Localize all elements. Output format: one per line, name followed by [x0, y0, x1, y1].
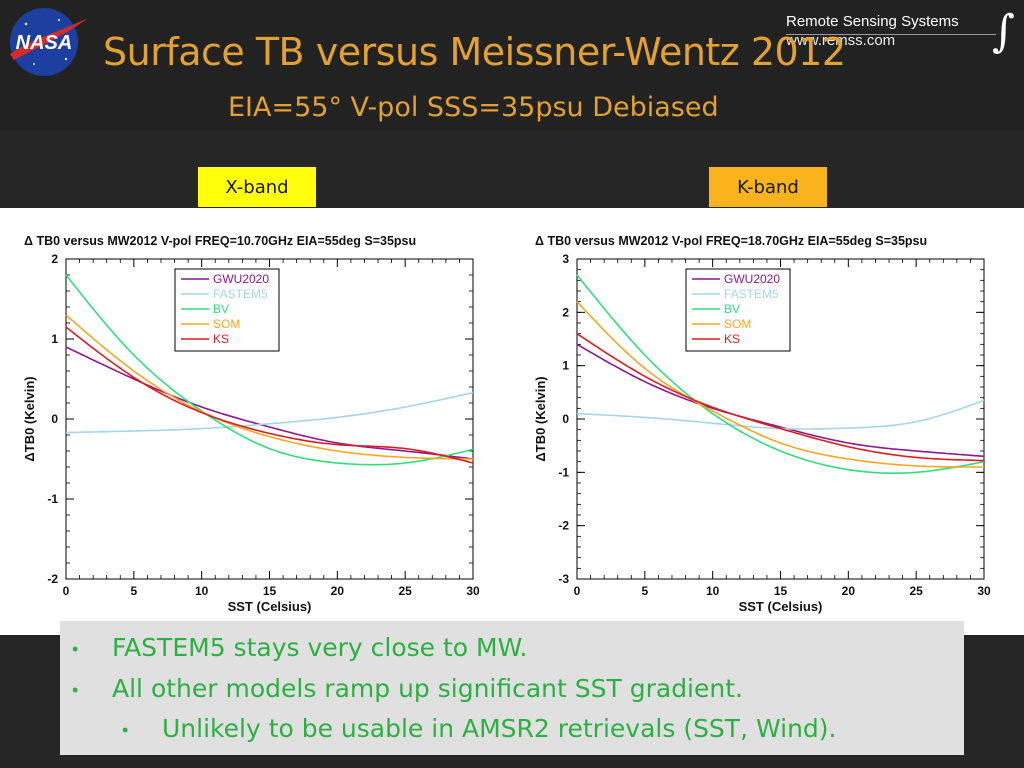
k-band-label: K-band [709, 167, 827, 207]
legend-label: GWU2020 [213, 272, 269, 286]
series-line-som [65, 314, 473, 460]
legend-box [174, 268, 280, 352]
x-tick-label: 15 [774, 584, 788, 598]
series-line-bv [576, 274, 985, 474]
slide-subtitle: EIA=55° V-pol SSS=35psu Debiased [228, 92, 719, 123]
y-tick-label: 1 [562, 359, 569, 373]
org-name: Remote Sensing Systems [786, 13, 959, 30]
series-line-ks [576, 333, 985, 462]
series-line-fastem5 [65, 391, 474, 434]
slide-title: Surface TB versus Meissner-Wentz 2012 [103, 30, 846, 74]
notes-box: • FASTEM5 stays very close to MW. • All … [60, 621, 964, 755]
x-axis-label: SST (Celsius) [228, 599, 312, 614]
y-tick-label: 1 [51, 332, 58, 346]
x-tick-label: 15 [263, 584, 277, 598]
note-line: Unlikely to be usable in AMSR2 retrieval… [162, 714, 837, 743]
legend-label: SOM [213, 317, 240, 331]
x-axis-label: SST (Celsius) [739, 599, 823, 614]
y-axis-label: ΔTB0 (Kelvin) [22, 376, 37, 461]
legend-label: BV [213, 302, 229, 316]
chart-title: Δ TB0 versus MW2012 V-pol FREQ=10.70GHz … [24, 234, 416, 248]
y-tick-label: 0 [562, 412, 569, 426]
y-tick-label: 0 [51, 412, 58, 426]
y-axis-label: ΔTB0 (Kelvin) [533, 376, 548, 461]
y-tick-label: 2 [51, 252, 58, 266]
y-tick-label: -3 [558, 572, 569, 586]
chart-title: Δ TB0 versus MW2012 V-pol FREQ=18.70GHz … [535, 234, 927, 248]
x-tick-label: 20 [331, 584, 345, 598]
legend-label: KS [724, 332, 740, 346]
x-tick-label: 10 [195, 584, 209, 598]
series-line-ks [65, 326, 474, 464]
y-tick-label: 2 [562, 305, 569, 319]
nasa-logo: NASA [10, 8, 88, 76]
header-band [0, 0, 1024, 130]
charts-canvas: Δ TB0 versus MW2012 V-pol FREQ=10.70GHz … [22, 234, 991, 614]
org-credit: Remote Sensing Systems www.remss.com [786, 12, 959, 50]
x-tick-label: 30 [466, 584, 480, 598]
note-line: FASTEM5 stays very close to MW. [112, 633, 528, 662]
bullet-icon: • [72, 639, 79, 659]
org-url[interactable]: www.remss.com [786, 32, 896, 49]
legend-box [685, 268, 791, 352]
note-line: All other models ramp up significant SST… [112, 674, 743, 703]
x-tick-label: 25 [909, 584, 923, 598]
series-line-gwu2020 [576, 343, 985, 458]
x-tick-label: 0 [574, 584, 581, 598]
legend-label: FASTEM5 [724, 287, 779, 301]
bullet-icon: • [122, 720, 129, 740]
x-band-label: X-band [198, 167, 316, 207]
x-tick-label: 25 [398, 584, 412, 598]
integral-icon: ∫ [992, 6, 1015, 57]
y-tick-label: -2 [47, 572, 58, 586]
x-tick-label: 10 [706, 584, 720, 598]
series-line-gwu2020 [65, 346, 474, 460]
x-tick-label: 30 [977, 584, 991, 598]
series-line-bv [65, 274, 474, 466]
x-tick-label: 20 [842, 584, 856, 598]
x-tick-label: 0 [63, 584, 70, 598]
x-tick-label: 5 [641, 584, 648, 598]
series-line-fastem5 [576, 399, 985, 430]
legend-label: KS [213, 332, 229, 346]
y-tick-label: -2 [558, 519, 569, 533]
y-tick-label: 3 [562, 252, 569, 266]
legend-label: FASTEM5 [213, 287, 268, 301]
series-line-som [576, 301, 984, 468]
y-tick-label: -1 [47, 492, 58, 506]
bullet-icon: • [72, 680, 79, 700]
legend-label: SOM [724, 317, 751, 331]
plot-area: Δ TB0 versus MW2012 V-pol FREQ=10.70GHz … [0, 208, 1024, 635]
svg-text:NASA: NASA [16, 32, 73, 54]
y-tick-label: -1 [558, 465, 569, 479]
org-divider [786, 34, 996, 35]
legend-label: GWU2020 [724, 272, 780, 286]
x-tick-label: 5 [130, 584, 137, 598]
legend-label: BV [724, 302, 740, 316]
